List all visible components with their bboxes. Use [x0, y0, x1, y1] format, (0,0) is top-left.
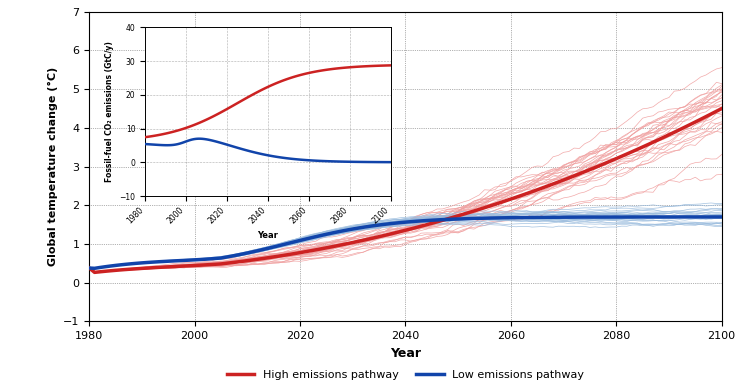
X-axis label: Year: Year: [257, 231, 278, 240]
Legend: High emissions pathway, Low emissions pathway: High emissions pathway, Low emissions pa…: [222, 365, 589, 384]
Y-axis label: Global temperature change (°C): Global temperature change (°C): [48, 67, 57, 266]
Y-axis label: Fossil-fuel CO₂ emissions (GtC/y): Fossil-fuel CO₂ emissions (GtC/y): [105, 41, 114, 182]
X-axis label: Year: Year: [390, 347, 421, 360]
